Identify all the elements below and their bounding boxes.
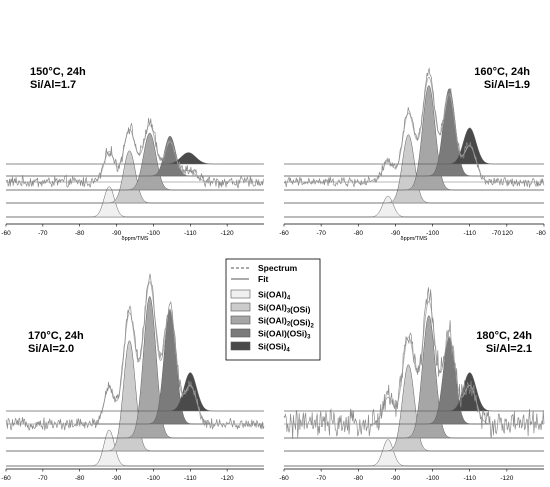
panel-title-line1: 180°C, 24h xyxy=(476,330,532,342)
legend-components: Si(OAl)4Si(OAl)3(OSi)Si(OAl)2(OSi)2Si(OA… xyxy=(230,289,314,354)
x-tick-label: -100 xyxy=(426,230,439,237)
x-tick-label: -90 xyxy=(112,230,122,237)
x-tick-label: -90 xyxy=(391,475,401,482)
panel-title-line2: Si/Al=1.7 xyxy=(30,79,76,91)
panel-title-line2: Si/Al=2.0 xyxy=(28,343,74,355)
spectrum-curve xyxy=(283,67,545,188)
component-peak-1 xyxy=(284,195,544,218)
legend-swatch-1 xyxy=(230,289,251,299)
x-tick-label: -70 xyxy=(316,230,326,237)
legend-swatch-2 xyxy=(230,302,251,312)
x-tick-label: 120 xyxy=(502,230,513,237)
spectrum-curve xyxy=(283,287,545,439)
component-peak-3 xyxy=(6,132,264,191)
panel-1: -60 -70 -80 -90 -100 -110 -120 δppm/TMS 150°C, 2… xyxy=(1,66,265,242)
component-peak-3 xyxy=(284,85,544,191)
component-peak-4 xyxy=(284,88,544,177)
x-tick-label: -60 xyxy=(1,475,11,482)
x-tick-label: -70 xyxy=(38,475,48,482)
x-tick-label: -100 xyxy=(426,475,439,482)
legend-swatch-3 xyxy=(230,315,251,325)
x-tick-label: -120 xyxy=(221,475,234,482)
x-tick-label: -80 xyxy=(75,475,85,482)
x-tick-label: -120 xyxy=(500,475,513,482)
x-axis-label: δppm/TMS xyxy=(122,236,149,242)
spectrum-curve xyxy=(5,273,265,431)
component-peak-3 xyxy=(284,315,544,439)
x-tick-label: -90 xyxy=(391,230,401,237)
component-peak-2 xyxy=(6,150,264,204)
legend-component-label-2: Si(OAl)3(OSi) xyxy=(258,303,311,315)
legend-swatch-5 xyxy=(230,341,251,351)
legend-component-label-4: Si(OAl)(OSi)3 xyxy=(258,329,311,341)
component-peak-1 xyxy=(284,439,544,467)
component-peak-5 xyxy=(6,372,264,412)
component-peak-2 xyxy=(284,134,544,204)
x-tick-label: -110 xyxy=(463,230,476,237)
panel-4: -60 -70 -80 -90 -100 -110 -120 180°C, 24hSi/Al=… xyxy=(279,287,545,482)
legend-swatch-4 xyxy=(230,328,251,338)
x-tick-label: -80 xyxy=(354,475,364,482)
x-tick-label: -110 xyxy=(184,230,197,237)
component-peak-2 xyxy=(6,340,264,452)
x-tick-label: -90 xyxy=(112,475,122,482)
x-tick-label: -80 xyxy=(536,230,546,237)
x-tick-label: -110 xyxy=(463,475,476,482)
legend-fit-label: Fit xyxy=(258,274,269,284)
x-tick-label: -100 xyxy=(147,475,160,482)
x-axis-label: δppm/TMS xyxy=(401,236,428,242)
panel-title-line2: Si/Al=2.1 xyxy=(486,343,532,355)
panel-3: -60 -70 -80 -90 -100 -110 -120 170°C, 24hSi/Al=… xyxy=(1,273,265,482)
panel-title-line1: 160°C, 24h xyxy=(474,66,530,78)
component-peak-5 xyxy=(284,127,544,165)
component-peak-1 xyxy=(6,429,264,467)
x-tick-label: -110 xyxy=(184,475,197,482)
spectrum-curve xyxy=(5,117,265,189)
x-tick-label: -70 xyxy=(316,475,326,482)
panel-title-line1: 150°C, 24h xyxy=(30,66,86,78)
legend-component-label-5: Si(OSi)4 xyxy=(258,342,290,354)
x-tick-label: -60 xyxy=(1,230,11,237)
component-peak-2 xyxy=(284,364,544,452)
panel-2: -60 -70 -80 -90 -100 -110 -70 120 -80δppm/TMS160… xyxy=(279,66,546,242)
x-tick-label: -60 xyxy=(279,475,289,482)
panel-title-line1: 170°C, 24h xyxy=(28,330,84,342)
component-peak-4 xyxy=(6,135,264,177)
component-peak-3 xyxy=(6,296,264,439)
legend-spectrum-label: Spectrum xyxy=(258,263,298,273)
x-tick-label: -80 xyxy=(75,230,85,237)
legend-component-label-1: Si(OAl)4 xyxy=(258,290,291,302)
x-tick-label: -60 xyxy=(279,230,289,237)
x-tick-label: -100 xyxy=(147,230,160,237)
component-peak-5 xyxy=(284,372,544,412)
panels: -60 -70 -80 -90 -100 -110 -120 δppm/TMS 150°C, 2… xyxy=(1,66,546,482)
x-tick-label: -70 xyxy=(38,230,48,237)
panel-title-line2: Si/Al=1.9 xyxy=(484,79,530,91)
component-peak-1 xyxy=(6,186,264,218)
legend-component-label-3: Si(OAl)2(OSi)2 xyxy=(258,316,314,330)
x-tick-label: -80 xyxy=(354,230,364,237)
component-peak-5 xyxy=(6,152,264,165)
x-tick-label: -120 xyxy=(221,230,234,237)
x-tick-label: -70 xyxy=(492,230,502,237)
legend: Spectrum Fit Si(OAl)4Si(OAl)3(OSi)Si(OAl… xyxy=(225,258,321,361)
